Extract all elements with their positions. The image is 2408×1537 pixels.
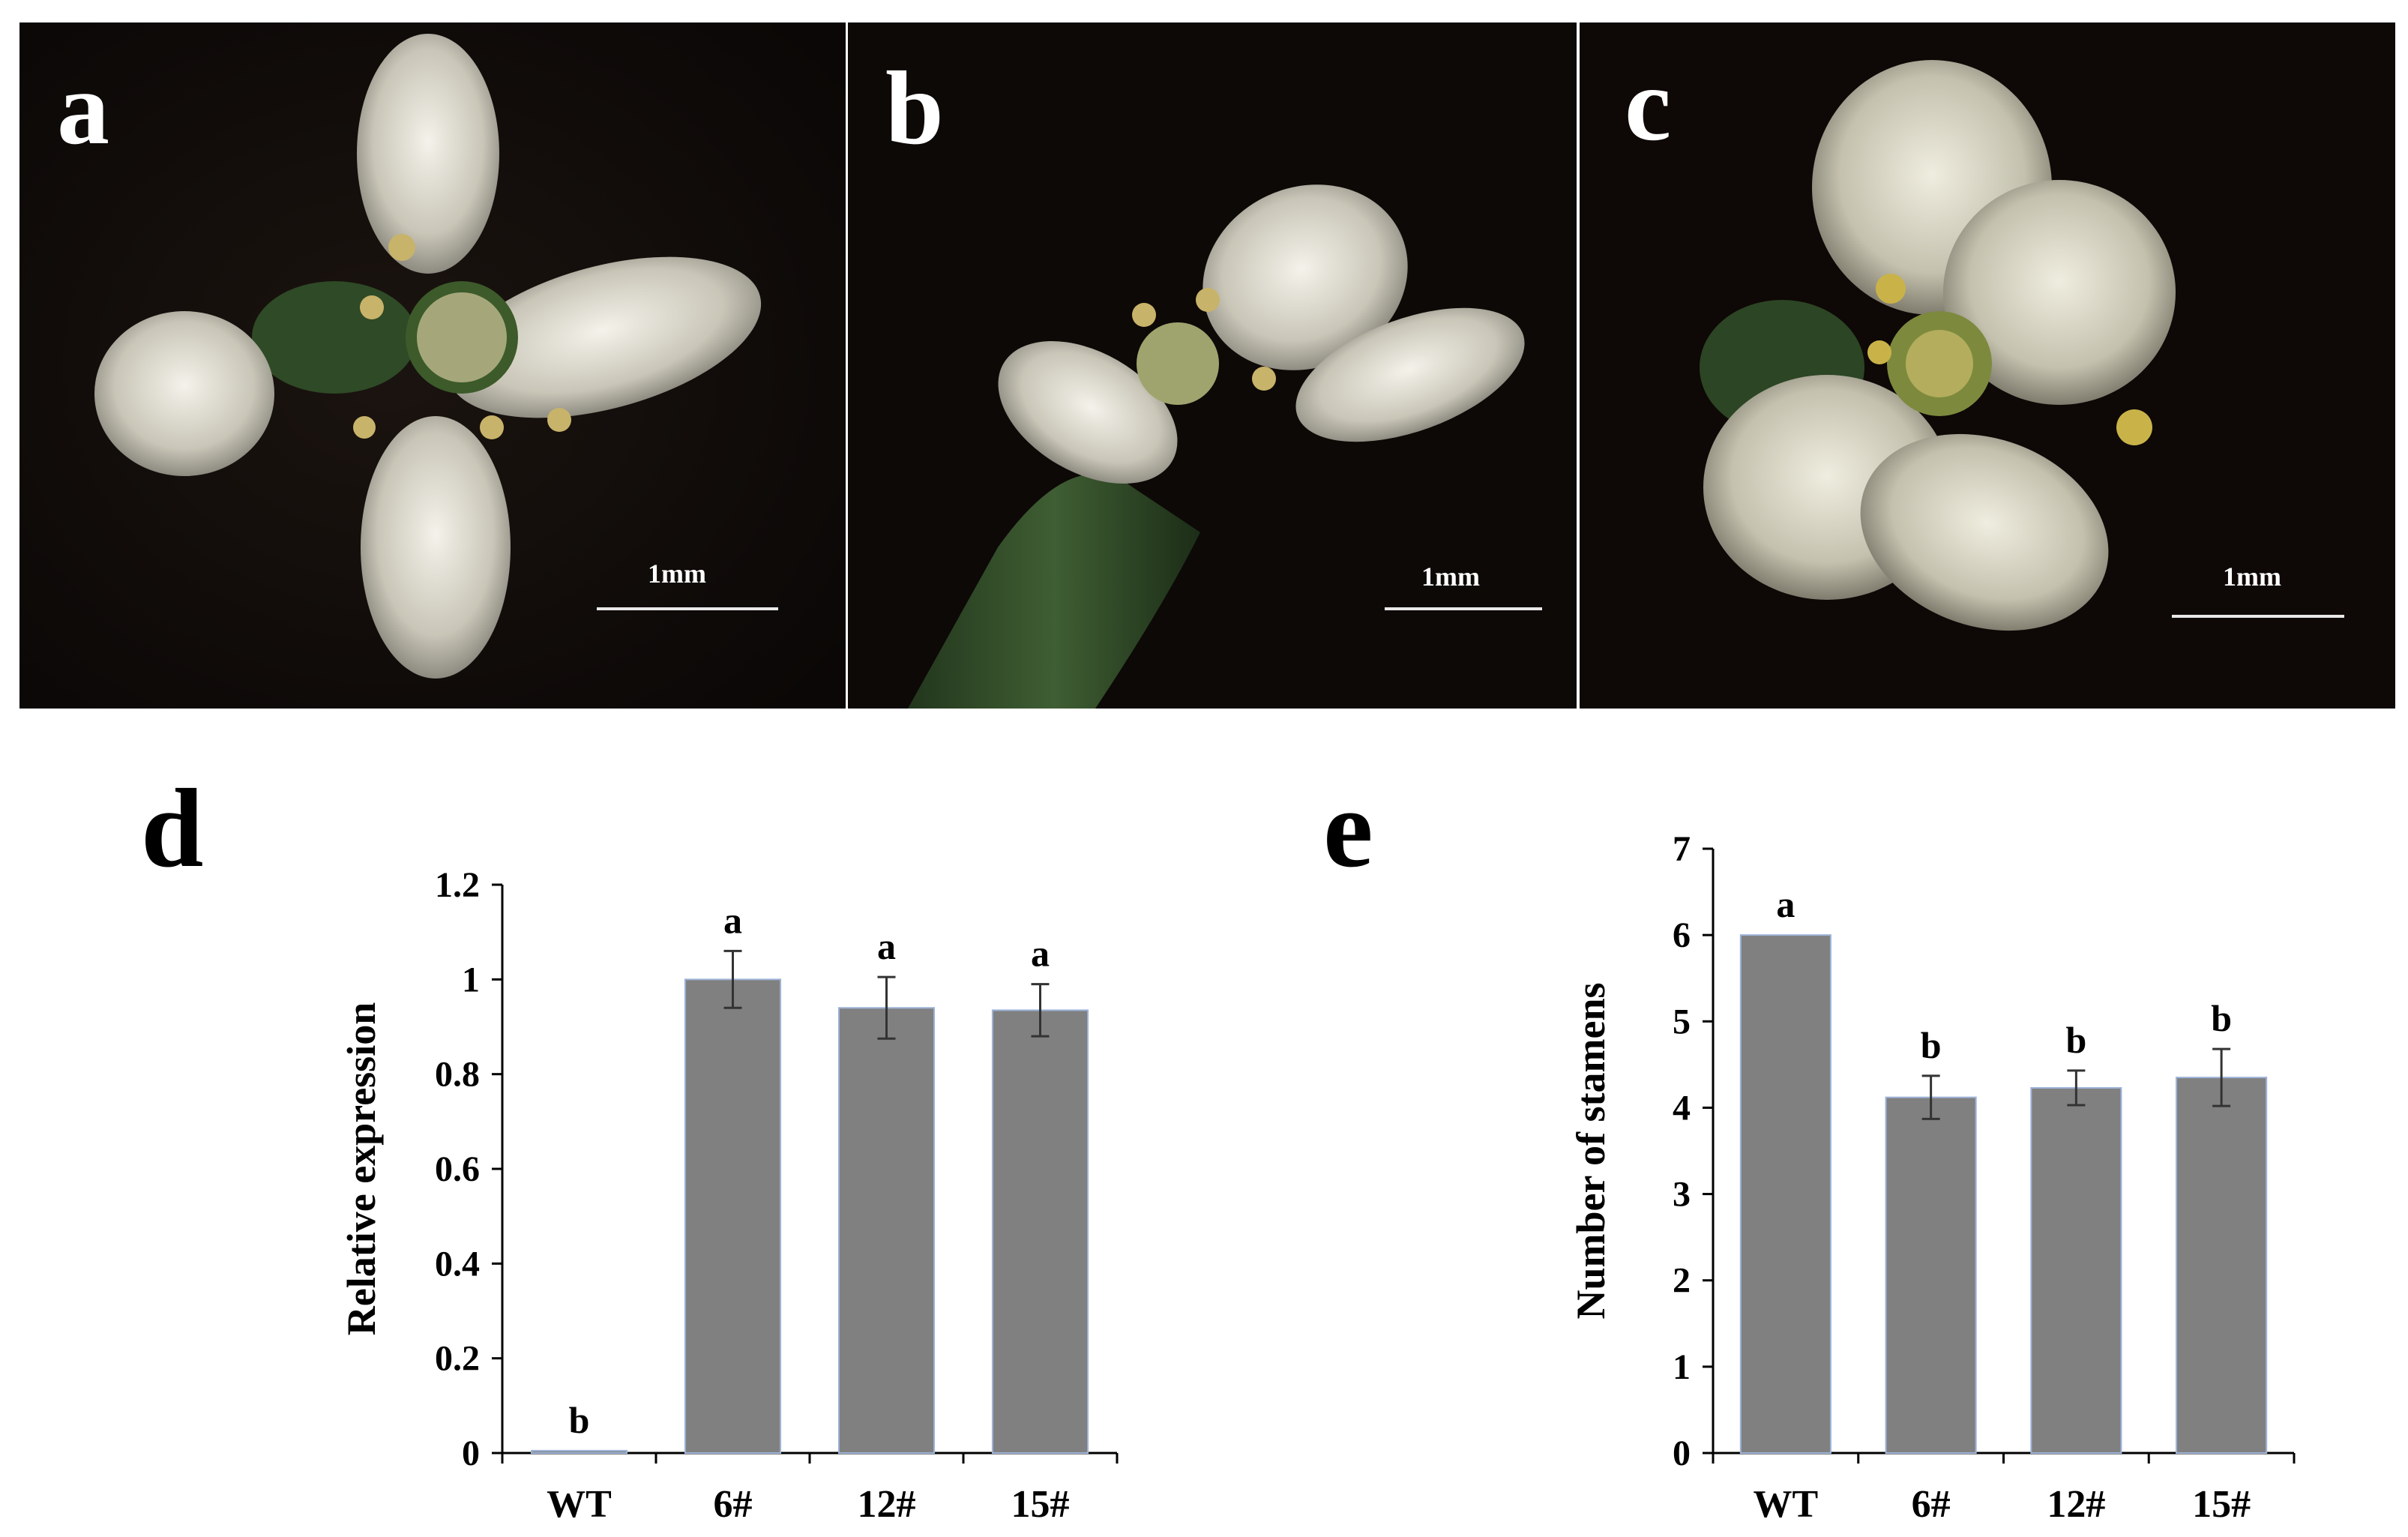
scale-bar-c xyxy=(2172,615,2344,618)
y-tick-label: 2 xyxy=(1673,1261,1691,1301)
significance-label: b xyxy=(2211,997,2232,1039)
y-tick-label: 1 xyxy=(1673,1347,1691,1387)
y-axis-label: Relative expression xyxy=(339,1002,384,1335)
flower-image-b xyxy=(848,22,1577,709)
bar xyxy=(2030,1086,2122,1454)
x-tick-label: 15# xyxy=(2192,1483,2251,1526)
panel-label-a: a xyxy=(57,50,109,166)
photo-panel-a: a 1mm xyxy=(19,22,846,709)
y-tick-label: 0.4 xyxy=(435,1244,480,1284)
x-tick-label: 6# xyxy=(714,1483,753,1526)
scale-bar-a xyxy=(597,607,778,610)
panel-label-b: b xyxy=(885,50,944,166)
bar xyxy=(837,1007,936,1454)
significance-label: a xyxy=(1031,933,1050,975)
flower-image-c xyxy=(1580,22,2395,709)
y-tick-label: 0 xyxy=(462,1434,480,1473)
bar xyxy=(1885,1096,1977,1454)
y-tick-label: 4 xyxy=(1673,1088,1691,1128)
y-tick-label: 0.8 xyxy=(435,1055,480,1095)
y-tick-label: 3 xyxy=(1673,1175,1691,1215)
panel-label-c: c xyxy=(1625,46,1672,163)
scale-label-a: 1mm xyxy=(648,559,706,589)
scale-bar-b xyxy=(1385,607,1542,610)
photo-panel-b: b 1mm xyxy=(848,22,1577,709)
y-axis-label: Number of stamens xyxy=(1568,983,1613,1320)
bar xyxy=(2176,1077,2268,1454)
chart-label-e: e xyxy=(1323,766,1373,891)
significance-label: a xyxy=(723,899,742,941)
significance-label: b xyxy=(569,1399,590,1441)
significance-label: a xyxy=(1776,883,1795,925)
bar-chart-relative-expression: 0 0.2 0.4 0.6 0.8 1 1.2 b WT a 6# a 12# a 15# Relative … xyxy=(339,865,1119,1526)
x-tick-label: 6# xyxy=(1912,1483,1951,1526)
x-tick-label: WT xyxy=(1754,1483,1819,1526)
significance-label: b xyxy=(2065,1019,2086,1061)
flower-image-a xyxy=(19,22,846,709)
y-tick-label: 0 xyxy=(1673,1434,1691,1473)
photo-panel-c: c 1mm xyxy=(1580,22,2395,709)
y-tick-label: 5 xyxy=(1673,1002,1691,1041)
bar xyxy=(1739,934,1831,1454)
x-tick-label: 12# xyxy=(858,1483,916,1526)
y-tick-label: 7 xyxy=(1673,829,1691,869)
x-tick-label: 15# xyxy=(1011,1483,1070,1526)
bar-chart-number-of-stamens: 0 1 2 3 4 5 6 7 a WT b 6# b 12# b 15# Number of stamens xyxy=(1568,829,2296,1526)
x-tick-label: WT xyxy=(547,1483,612,1526)
significance-label: b xyxy=(1921,1024,1942,1066)
bar xyxy=(684,978,782,1455)
y-tick-label: 1 xyxy=(462,960,480,999)
scale-label-b: 1mm xyxy=(1421,562,1480,592)
y-tick-label: 6 xyxy=(1673,915,1691,955)
x-tick-label: 12# xyxy=(2047,1483,2105,1526)
significance-label: a xyxy=(877,925,896,967)
y-tick-label: 0.2 xyxy=(435,1339,480,1379)
y-tick-label: 1.2 xyxy=(435,865,480,905)
bar xyxy=(991,1009,1089,1454)
chart-label-d: d xyxy=(141,766,204,891)
y-tick-label: 0.6 xyxy=(435,1149,480,1189)
bar xyxy=(530,1449,628,1455)
scale-label-c: 1mm xyxy=(2223,562,2281,592)
